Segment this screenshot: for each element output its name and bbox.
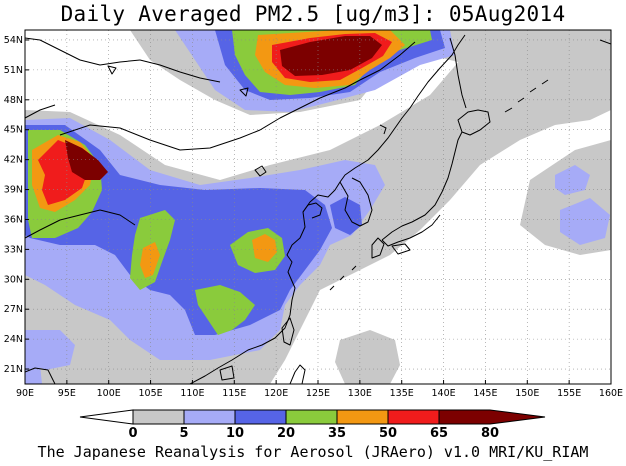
lon-tick-label: 140E xyxy=(432,388,456,399)
lat-tick-label: 39N xyxy=(4,185,23,196)
lat-tick-label: 45N xyxy=(4,125,23,136)
lon-tick-label: 100E xyxy=(97,388,121,399)
lon-tick-label: 120E xyxy=(264,388,288,399)
lon-tick-label: 160E xyxy=(599,388,623,399)
lon-tick-label: 135E xyxy=(390,388,414,399)
contour-level-80 xyxy=(65,36,382,180)
lon-tick-label: 145E xyxy=(473,388,497,399)
lat-tick-label: 51N xyxy=(4,65,23,76)
lon-tick-label: 95E xyxy=(58,388,76,399)
lon-tick-label: 150E xyxy=(515,388,539,399)
colorbar-labels: 0 5 10 20 35 50 65 80 xyxy=(128,426,499,441)
colorbar-segment-50 xyxy=(336,409,389,425)
lat-lon-grid xyxy=(25,30,611,384)
colorbar-label-65: 65 xyxy=(430,426,448,441)
footer-credit: The Japanese Reanalysis for Aerosol (JRA… xyxy=(37,443,589,461)
colorbar-label-20: 20 xyxy=(277,426,295,441)
colorbar-segment-35 xyxy=(285,409,338,425)
concentration-field xyxy=(25,30,611,384)
lat-tick-label: 21N xyxy=(4,364,23,375)
colorbar-segment-80 xyxy=(438,409,546,425)
colorbar-label-35: 35 xyxy=(328,426,346,441)
colorbar-segment-20 xyxy=(234,409,287,425)
lat-tick-label: 42N xyxy=(4,155,23,166)
colorbar-label-80: 80 xyxy=(481,426,499,441)
colorbar-segment-10 xyxy=(183,409,236,425)
lat-tick-label: 30N xyxy=(4,274,23,285)
lon-tick-label: 115E xyxy=(222,388,246,399)
lat-tick-label: 48N xyxy=(4,95,23,106)
longitude-axis: 90E 95E 100E 105E 110E 115E 120E 125E 130E 135E 14… xyxy=(16,380,623,399)
lon-tick-label: 110E xyxy=(180,388,204,399)
map-title: Daily Averaged PM2.5 [ug/m3]: 05Aug2014 xyxy=(60,2,566,26)
lat-tick-label: 24N xyxy=(4,334,23,345)
colorbar-label-5: 5 xyxy=(179,426,188,441)
colorbar-segment-5 xyxy=(132,409,185,425)
colorbar-label-50: 50 xyxy=(379,426,397,441)
colorbar-label-0: 0 xyxy=(128,426,137,441)
lon-tick-label: 90E xyxy=(16,388,34,399)
colorbar-label-10: 10 xyxy=(226,426,244,441)
lat-tick-label: 36N xyxy=(4,214,23,225)
colorbar-segment-65 xyxy=(387,409,440,425)
colorbar-segment-0 xyxy=(79,409,134,425)
lon-tick-label: 125E xyxy=(306,388,330,399)
lat-tick-label: 54N xyxy=(4,35,23,46)
coastlines xyxy=(25,34,611,384)
lat-tick-label: 27N xyxy=(4,304,23,315)
latitude-axis: 21N 24N 27N 30N 33N 36N 39N 42N 45N 48N 51N 54N xyxy=(4,35,29,375)
lon-tick-label: 130E xyxy=(348,388,372,399)
lon-tick-label: 155E xyxy=(557,388,581,399)
lat-tick-label: 33N xyxy=(4,244,23,255)
lon-tick-label: 105E xyxy=(139,388,163,399)
colorbar xyxy=(79,409,546,425)
